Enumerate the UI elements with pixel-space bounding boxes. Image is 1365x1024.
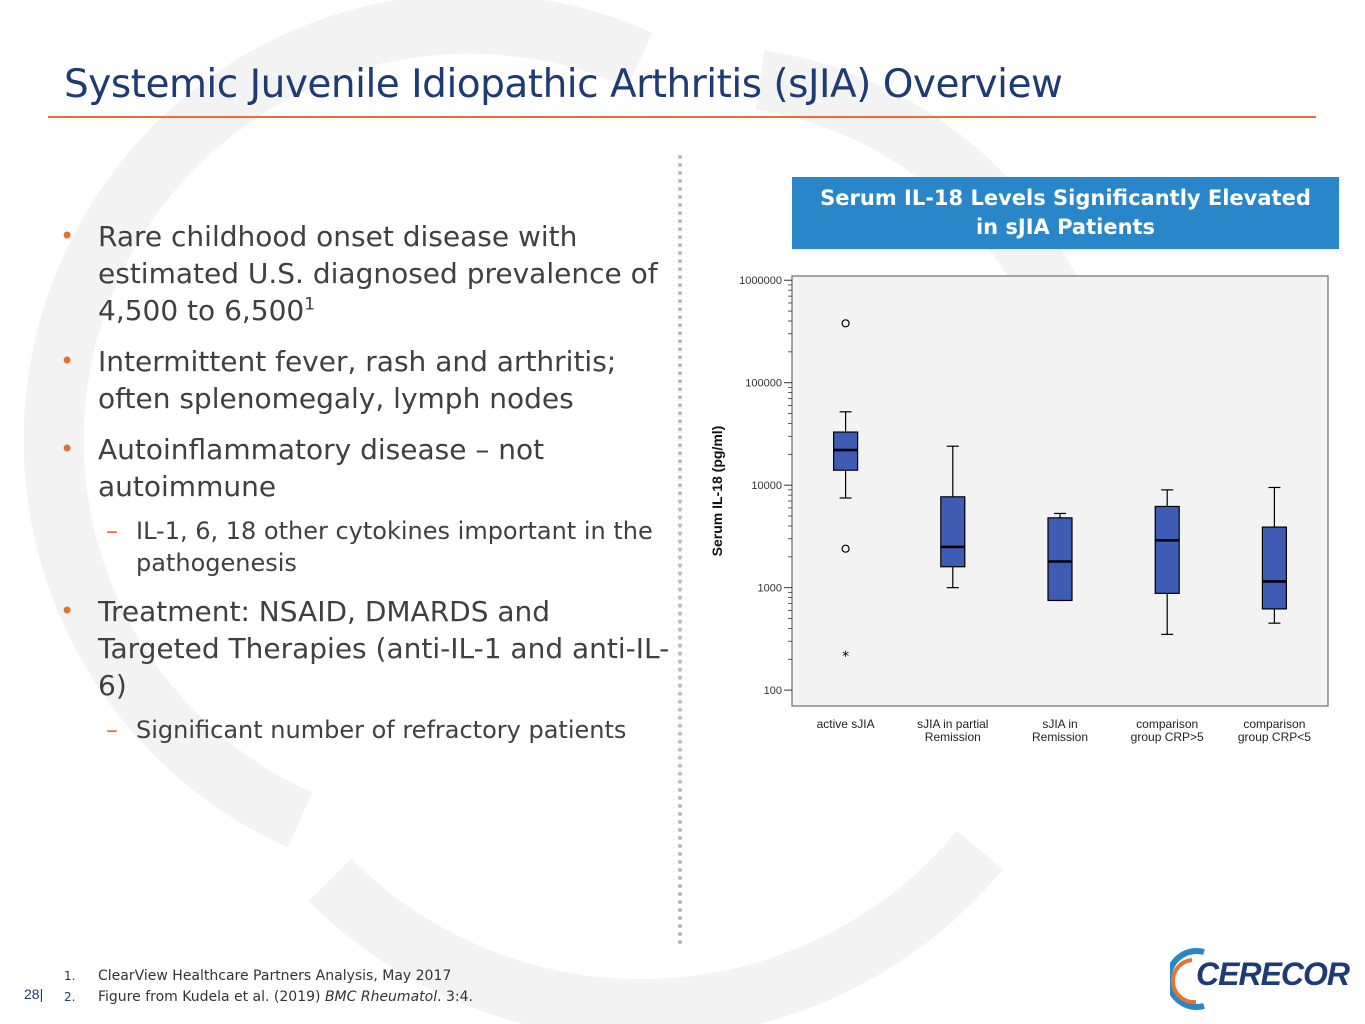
x-tick-label: sJIA in partial — [917, 717, 988, 731]
x-tick-label: Remission — [1032, 730, 1088, 744]
y-axis-label: Serum IL-18 (pg/ml) — [709, 426, 725, 557]
footnote-2: 2. Figure from Kudela et al. (2019) BMC … — [64, 987, 473, 1008]
bullet-item: • Treatment: NSAID, DMARDS and Targeted … — [60, 593, 670, 704]
bullet-dot-icon: • — [60, 222, 75, 250]
box-iqr — [1154, 505, 1180, 594]
footnote-text: ClearView Healthcare Partners Analysis, … — [98, 968, 452, 984]
slide-title: Systemic Juvenile Idiopathic Arthritis (… — [64, 62, 1063, 107]
box-iqr — [1047, 517, 1073, 602]
x-tick-label: group CRP<5 — [1238, 730, 1311, 744]
sub-bullet-item: – Significant number of refractory patie… — [60, 714, 670, 746]
cerecor-logo-icon — [1170, 948, 1205, 1010]
footnotes: 1. ClearView Healthcare Partners Analysi… — [64, 966, 473, 1008]
chart-header-line2: in sJIA Patients — [975, 215, 1156, 239]
x-tick-label: sJIA in — [1042, 717, 1077, 731]
footnote-tail: . 3:4. — [437, 989, 473, 1005]
bullet-text: Treatment: NSAID, DMARDS and Targeted Th… — [98, 595, 670, 702]
outlier-circle — [841, 544, 850, 553]
logo-text: CERECOR — [1196, 956, 1350, 992]
chart-header: Serum IL-18 Levels Significantly Elevate… — [792, 177, 1339, 249]
bullet-item: • Intermittent fever, rash and arthritis… — [60, 343, 670, 417]
x-tick-label: Remission — [925, 730, 981, 744]
footnote-text: Figure from Kudela et al. (2019) — [98, 989, 325, 1005]
sub-bullet-dash-icon: – — [106, 517, 118, 545]
sub-bullet-dash-icon: – — [106, 716, 118, 744]
box-iqr — [940, 496, 966, 568]
x-tick-label: comparison — [1136, 717, 1198, 731]
x-tick-label: group CRP>5 — [1131, 730, 1204, 744]
bullet-dot-icon: • — [60, 347, 75, 375]
y-tick-label: 1000000 — [739, 275, 782, 287]
plot-area — [791, 275, 1329, 707]
bullet-dot-icon: • — [60, 597, 75, 625]
footnote-number: 1. — [64, 969, 76, 983]
page-number: 28| — [24, 986, 44, 1002]
sub-bullet-item: – IL-1, 6, 18 other cytokines important … — [60, 515, 670, 579]
y-tick-label: 100000 — [745, 378, 782, 390]
outlier-circle — [841, 319, 850, 328]
footnote-number: 2. — [64, 990, 76, 1004]
bullet-item: • Autoinflammatory disease – not autoimm… — [60, 431, 670, 505]
title-underline — [48, 116, 1316, 118]
sub-bullet-text: Significant number of refractory patient… — [136, 716, 627, 744]
y-tick-label: 1000 — [758, 583, 782, 595]
sub-bullet-text: IL-1, 6, 18 other cytokines important in… — [136, 517, 653, 577]
outlier-star: * — [842, 649, 849, 665]
footnote-ref: 1 — [304, 294, 316, 315]
y-tick-label: 10000 — [751, 480, 782, 492]
il18-boxplot: 100 1000 10000 100000 1000000 Serum IL-18 (pg… — [709, 275, 1329, 744]
bullet-text: Intermittent fever, rash and arthritis; … — [98, 345, 617, 415]
column-divider — [678, 155, 682, 945]
box-iqr — [1261, 526, 1288, 610]
chart-header-line1: Serum IL-18 Levels Significantly Elevate… — [820, 186, 1311, 210]
x-tick-label: active sJIA — [817, 717, 875, 731]
footnote-1: 1. ClearView Healthcare Partners Analysi… — [64, 966, 473, 987]
bullet-text: Rare childhood onset disease with estima… — [98, 220, 658, 327]
bullet-list: • Rare childhood onset disease with esti… — [60, 218, 670, 760]
bullet-dot-icon: • — [60, 435, 75, 463]
y-tick-label: 100 — [764, 685, 782, 697]
x-tick-label: comparison — [1243, 717, 1305, 731]
bullet-text: Autoinflammatory disease – not autoimmun… — [98, 433, 545, 503]
footnote-journal: BMC Rheumatol — [324, 989, 438, 1005]
bullet-item: • Rare childhood onset disease with esti… — [60, 218, 670, 329]
